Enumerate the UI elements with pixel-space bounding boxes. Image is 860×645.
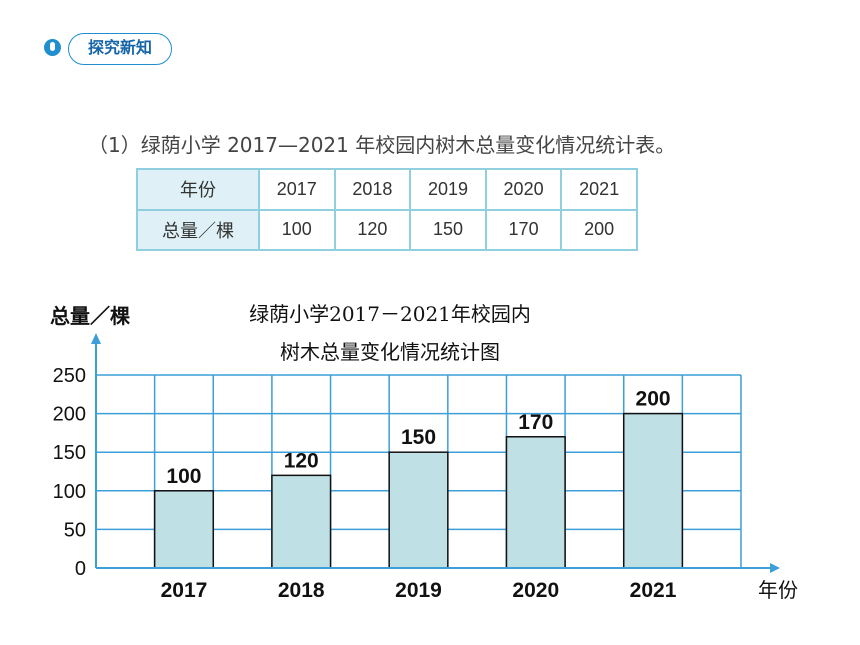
data-label: 200 bbox=[636, 388, 671, 411]
table-cell-value: 100 bbox=[258, 208, 336, 251]
section-tag: 探究新知 bbox=[68, 33, 172, 65]
table-header-year: 年份 bbox=[136, 168, 260, 211]
table-cell-year: 2021 bbox=[560, 168, 638, 211]
data-label: 150 bbox=[401, 426, 436, 449]
table-row-years: 年份 2017 2018 2019 2020 2021 bbox=[136, 168, 638, 211]
table-cell-year: 2018 bbox=[333, 168, 412, 211]
bar bbox=[622, 412, 684, 569]
table-row-values: 总量／棵 100 120 150 170 200 bbox=[136, 208, 638, 251]
y-tick-label: 0 bbox=[75, 558, 86, 580]
y-tick-label: 200 bbox=[53, 404, 86, 426]
table-cell-value: 200 bbox=[560, 208, 638, 251]
bar bbox=[271, 474, 332, 569]
table-heading: （1）绿荫小学 2017—2021 年校园内树木总量变化情况统计表。 bbox=[88, 133, 676, 157]
table-header-total: 总量／棵 bbox=[136, 208, 260, 251]
data-label: 170 bbox=[518, 411, 553, 434]
chart-y-axis-label: 总量／棵 bbox=[50, 306, 130, 328]
x-tick-label: 2020 bbox=[512, 579, 559, 602]
table-cell-year: 2017 bbox=[258, 168, 336, 211]
x-axis-arrow bbox=[770, 563, 780, 573]
bar bbox=[505, 436, 566, 569]
y-tick-label: 50 bbox=[64, 519, 86, 541]
bar bbox=[153, 490, 215, 569]
x-tick-label: 2019 bbox=[395, 579, 442, 602]
y-axis-arrow bbox=[91, 333, 101, 344]
table-cell-year: 2020 bbox=[484, 168, 563, 211]
x-tick-label: 2021 bbox=[630, 579, 677, 602]
chart-title-line-1: 绿荫小学2017－2021年校园内 bbox=[249, 302, 531, 326]
x-axis-label: 年份 bbox=[758, 578, 798, 602]
bulb-icon bbox=[44, 39, 61, 56]
y-tick-label: 100 bbox=[53, 481, 86, 503]
table-cell-year: 2019 bbox=[409, 168, 487, 211]
table-cell-value: 170 bbox=[484, 208, 563, 251]
chart-title-line-2: 树木总量变化情况统计图 bbox=[280, 340, 500, 364]
bar bbox=[388, 451, 449, 569]
statistics-table: 年份 2017 2018 2019 2020 2021 总量／棵 100 120… bbox=[136, 168, 638, 251]
x-tick-label: 2018 bbox=[278, 579, 325, 602]
y-tick-label: 150 bbox=[53, 442, 86, 464]
y-tick-label: 250 bbox=[53, 365, 86, 387]
x-tick-label: 2017 bbox=[161, 579, 208, 602]
data-label: 100 bbox=[166, 465, 201, 488]
table-cell-value: 150 bbox=[409, 208, 487, 251]
table-cell-value: 120 bbox=[333, 208, 412, 251]
data-label: 120 bbox=[284, 449, 319, 472]
